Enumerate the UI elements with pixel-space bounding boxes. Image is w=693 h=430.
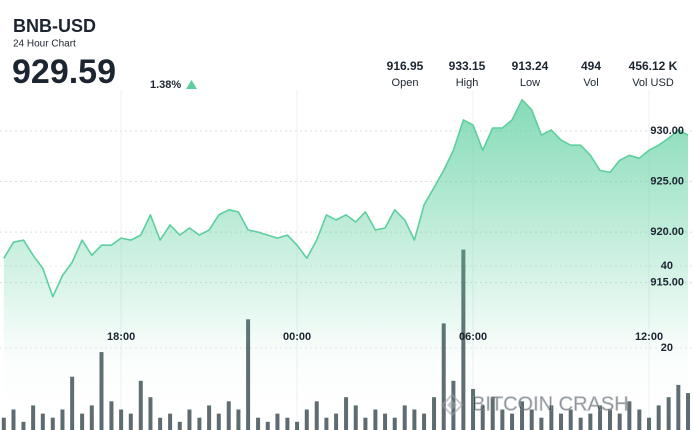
stat-value: 913.24: [512, 59, 549, 73]
stat-value: 494: [581, 59, 601, 73]
price-line: [3, 98, 689, 298]
stat-value: 456.12 K: [629, 59, 678, 73]
x-tick-label: 12:00: [635, 331, 663, 343]
volume-bar: [686, 393, 691, 430]
x-tick-label: 06:00: [459, 331, 487, 343]
change: 1.38%: [150, 79, 181, 91]
x-tick-label: 18:00: [107, 331, 135, 343]
up-arrow: [186, 80, 197, 89]
stat-label: Open: [392, 77, 419, 89]
title: BNB-USD: [13, 16, 96, 36]
watermark: BITCOIN CRASH: [472, 393, 629, 415]
stat-label: Vol: [583, 77, 598, 89]
y-tick-label: 930.00: [650, 125, 684, 137]
subtitle: 24 Hour Chart: [13, 39, 76, 50]
x-tick-label: 00:00: [283, 331, 311, 343]
price: 929.59: [12, 53, 116, 91]
stat-label: Low: [520, 77, 540, 89]
y-tick-label: 925.00: [650, 175, 684, 187]
stat-label: Vol USD: [632, 77, 674, 89]
stats: 916.95 Open 933.15 High 913.24 Low 494 Vol 456.1…: [387, 59, 678, 89]
volume-tick-label: 40: [661, 260, 673, 272]
watermark-icon: [440, 393, 464, 417]
watermark-group: BITCOIN CRASH: [440, 393, 629, 417]
y-tick-label: 920.00: [650, 226, 684, 238]
y-tick-label: 915.00: [650, 276, 684, 288]
plot: 930.00 925.00 920.00 915.00 40 20 18:00 00:00 06…: [0, 90, 693, 430]
watermark-icon: [447, 400, 457, 410]
stat-value: 916.95: [387, 59, 424, 73]
stat-label: High: [456, 77, 479, 89]
stat-value: 933.15: [449, 59, 486, 73]
area-fill: [3, 99, 689, 430]
volume-tick-label: 20: [661, 342, 673, 354]
